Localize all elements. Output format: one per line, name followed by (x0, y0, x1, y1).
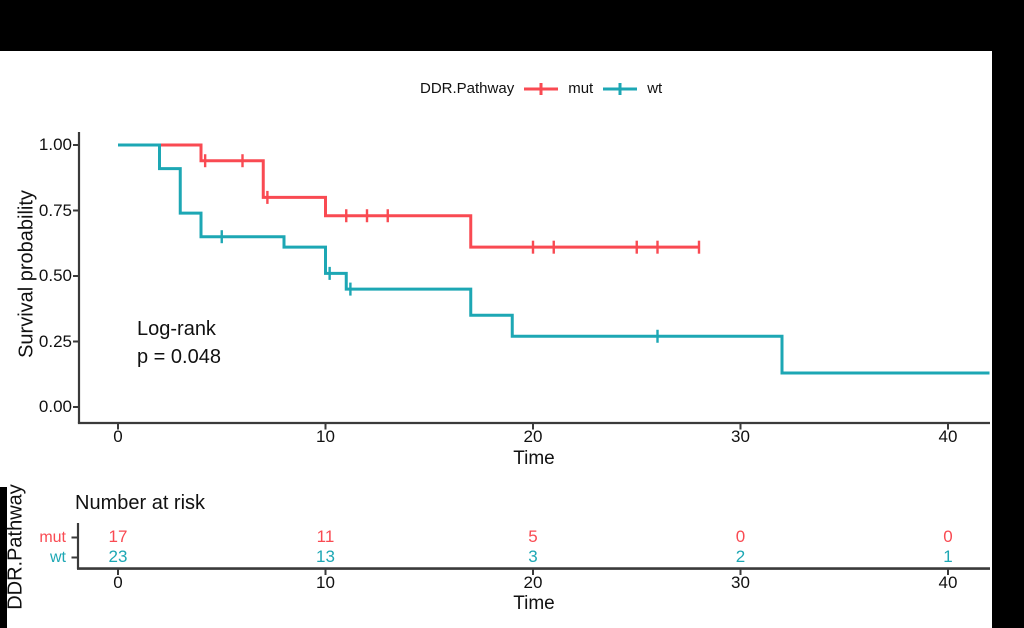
risk-row-label-mut: mut (39, 529, 66, 546)
risk-count-mut: 5 (528, 527, 538, 546)
y-tick-label: 0.50 (38, 266, 72, 285)
x-tick-label: 0 (113, 427, 123, 446)
risk-x-tick-label: 0 (113, 573, 123, 592)
top-black-band (0, 0, 1024, 51)
right-black-band (992, 0, 1024, 628)
risk-x-tick-label: 10 (316, 573, 335, 592)
risk-x-tick-label: 30 (731, 573, 750, 592)
risk-count-mut: 0 (943, 527, 953, 546)
survival-curve-mut (118, 143, 699, 249)
legend-key-mut-icon (523, 81, 559, 97)
logrank-annotation-line2: p = 0.048 (137, 346, 221, 368)
y-tick-label: 1.00 (38, 135, 72, 154)
y-axis-title: Survival probability (15, 190, 38, 358)
risk-count-mut: 11 (316, 527, 335, 546)
x-tick-label: 30 (731, 427, 750, 446)
risk-row-label-wt: wt (50, 549, 66, 566)
y-tick-label: 0.75 (38, 200, 72, 220)
legend-item-wt-label: wt (647, 80, 663, 97)
y-tick-label: 0.00 (38, 397, 72, 416)
risk-x-tick-label: 20 (523, 573, 543, 592)
risk-count-wt: 3 (528, 547, 538, 566)
risk-x-tick-label: 40 (938, 573, 958, 592)
legend: DDR.Pathway mut wt (420, 80, 662, 97)
x-tick-label: 20 (523, 427, 543, 446)
risk-count-mut: 0 (735, 527, 746, 546)
left-black-band (0, 487, 7, 628)
risk-count-wt: 2 (735, 547, 746, 566)
risk-table-x-axis-title: Time (513, 593, 555, 614)
risk-table-axis-title: DDR.Pathway (4, 484, 27, 610)
legend-title: DDR.Pathway (420, 80, 515, 97)
logrank-annotation-line1: Log-rank (137, 318, 216, 340)
y-tick-label: 0.25 (38, 331, 72, 351)
legend-item-mut-label: mut (568, 80, 594, 97)
risk-table-title: Number at risk (75, 492, 206, 514)
x-axis-title: Time (513, 448, 555, 469)
risk-count-mut: 17 (108, 527, 128, 546)
x-tick-label: 40 (938, 427, 958, 446)
x-tick-label: 10 (316, 427, 335, 446)
legend-key-wt-icon (602, 81, 638, 97)
risk-count-wt: 23 (108, 547, 128, 566)
risk-count-wt: 13 (316, 547, 335, 566)
risk-count-wt: 1 (943, 547, 953, 566)
logrank-annotation: Log-rank p = 0.048 (137, 315, 221, 371)
survival-curve-wt (118, 143, 990, 375)
